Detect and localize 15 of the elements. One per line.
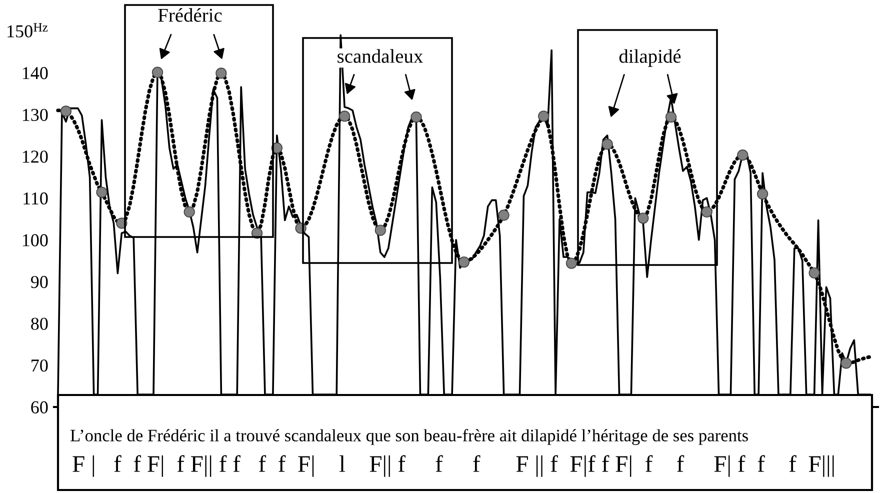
y-tick-label: 110 [24, 192, 48, 205]
y-tick-label: 80 [31, 318, 48, 330]
y-tick-label: 90 [30, 276, 48, 288]
y-tick-label: 60 [31, 401, 48, 414]
text: F | f f F| f F|| f f f f F| l F|| f f f F || f F|f f F| f f F| f f f F||| [72, 455, 834, 477]
y-tick-label: 150$^{Hz}$ [8, 23, 48, 38]
y-tick-label: 70 [32, 359, 48, 372]
text: Frédéric [158, 8, 222, 22]
y-tick-label: 130 [22, 108, 48, 121]
annotation: dilapidé [619, 49, 681, 67]
annotation: scandaleux [338, 49, 423, 63]
y-tick-label: 140 [22, 67, 48, 80]
y-tick-label: 100 [22, 234, 48, 246]
text: L’oncle de Frédéric il a trouvé scandaleux que son beau-frère ait dilapidé l’héritage de ses parents [70, 429, 748, 445]
y-tick-label: 120 [22, 150, 48, 163]
